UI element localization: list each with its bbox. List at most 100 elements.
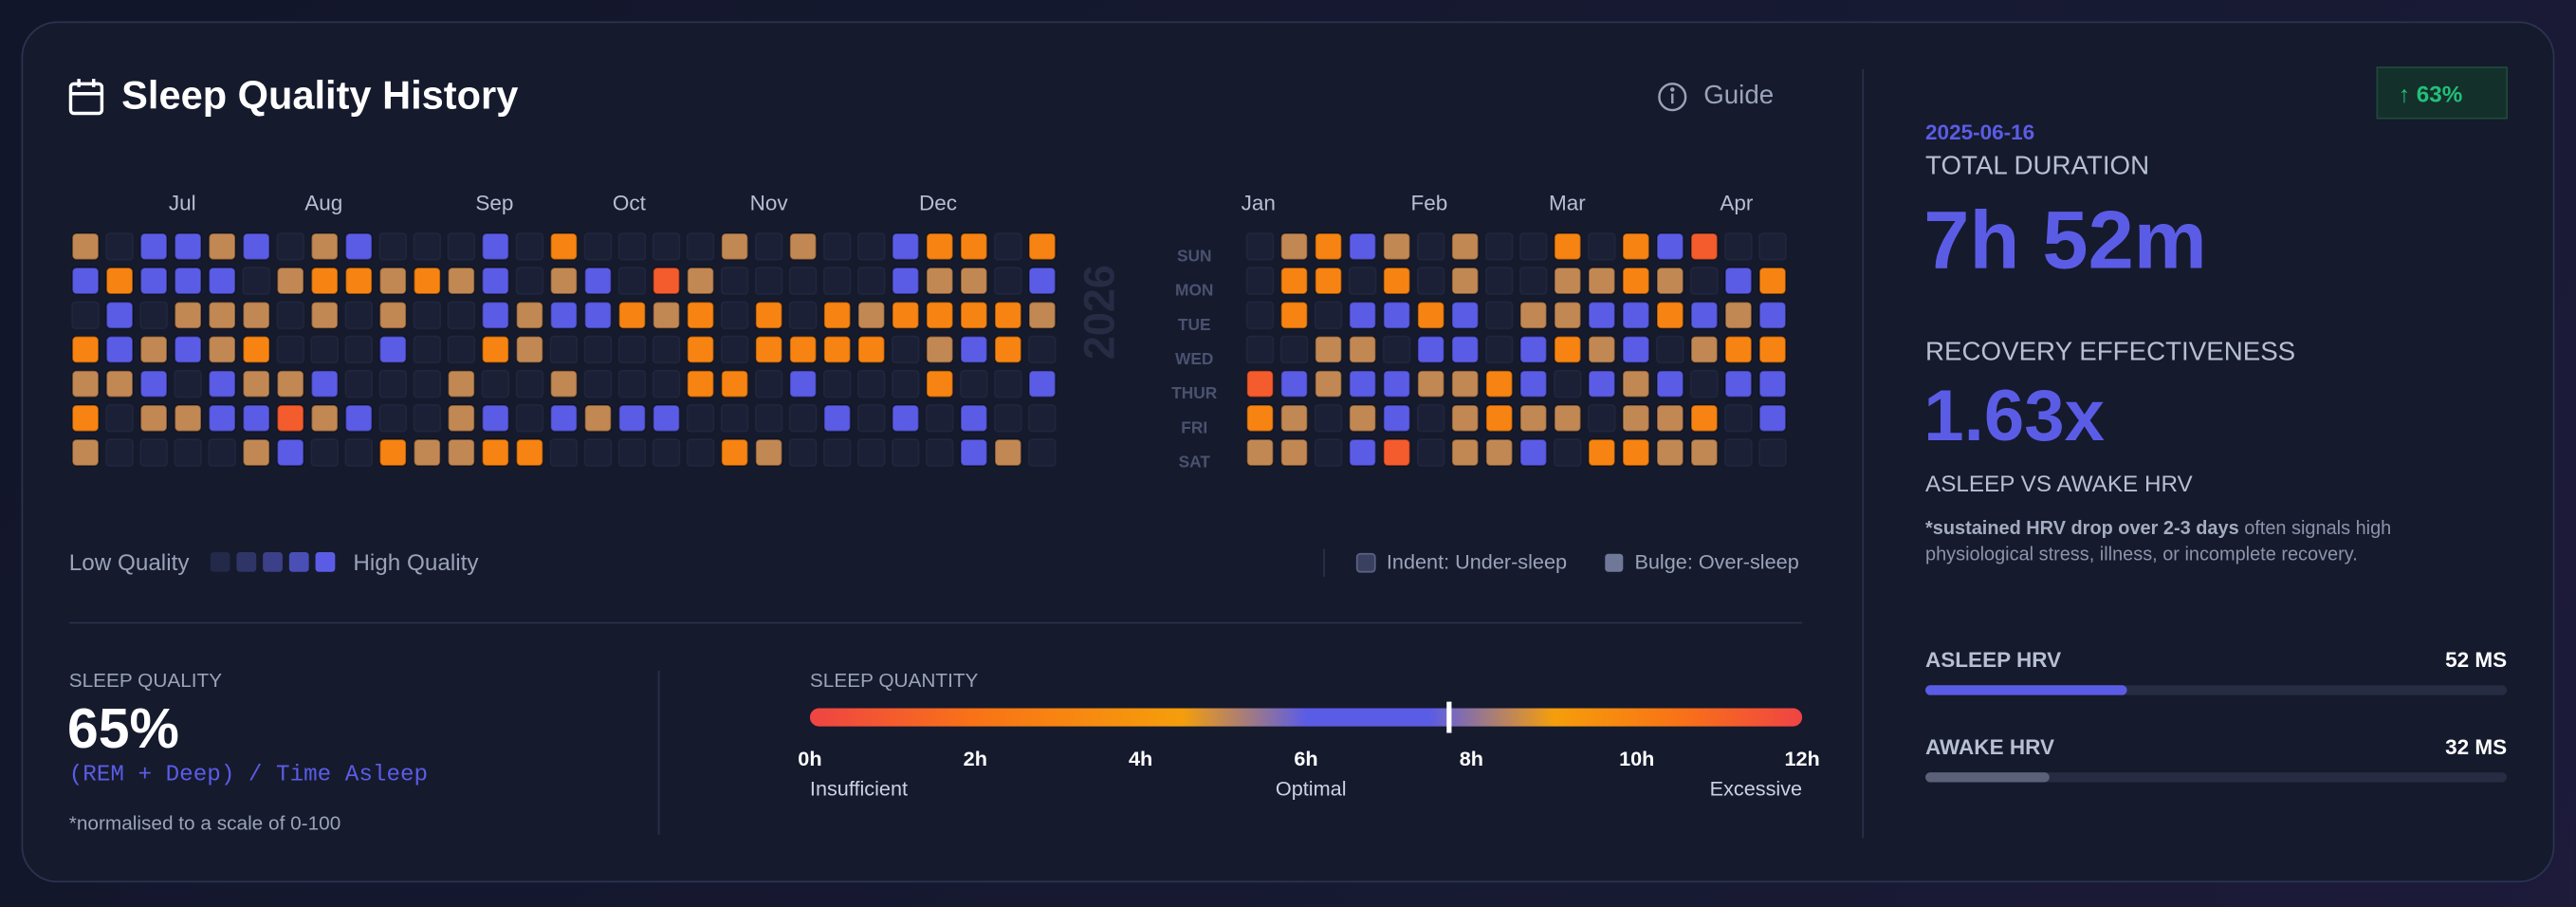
empty-cell xyxy=(617,369,647,398)
heat-cell xyxy=(1348,404,1377,433)
heat-cell xyxy=(1622,369,1650,398)
empty-cell xyxy=(515,267,544,295)
empty-cell xyxy=(1484,232,1514,261)
heat-cell xyxy=(1314,369,1343,398)
heat-cell xyxy=(788,335,818,364)
empty-cell xyxy=(1028,404,1057,433)
heat-cell xyxy=(378,301,408,329)
heat-cell xyxy=(310,232,339,261)
info-icon[interactable] xyxy=(1658,83,1687,112)
empty-cell xyxy=(856,267,886,295)
heat-cell xyxy=(549,267,579,295)
empty-cell xyxy=(926,404,954,433)
heat-cell xyxy=(892,232,920,261)
empty-cell xyxy=(652,335,681,364)
heat-cell xyxy=(71,404,100,433)
hrv-value: 32 MS xyxy=(2445,734,2508,760)
heat-cell xyxy=(139,404,168,433)
heat-cell xyxy=(447,369,476,398)
heat-cell xyxy=(276,267,304,295)
empty-cell xyxy=(856,369,886,398)
heat-cell xyxy=(344,404,374,433)
legend-indent: Indent: Under-sleep xyxy=(1386,550,1568,574)
heat-cell xyxy=(822,301,852,329)
empty-cell xyxy=(71,301,100,329)
recovery-label: RECOVERY EFFECTIVENESS xyxy=(1925,338,2296,367)
empty-cell xyxy=(1416,232,1445,261)
day-label: MON xyxy=(1175,281,1213,300)
month-label: Sep xyxy=(475,192,513,215)
heat-cell xyxy=(892,301,920,329)
heat-cell xyxy=(1450,267,1480,295)
calendar-icon xyxy=(68,79,104,116)
heat-cell xyxy=(686,369,715,398)
heat-cell xyxy=(1588,438,1616,467)
heat-cell xyxy=(788,369,818,398)
quantity-label: SLEEP QUANTITY xyxy=(809,668,979,693)
heat-cell xyxy=(1554,404,1582,433)
zone-label: Insufficient xyxy=(809,777,909,801)
month-label: Dec xyxy=(919,192,957,215)
heat-cell xyxy=(208,335,236,364)
heat-cell xyxy=(960,301,988,329)
empty-cell xyxy=(960,369,988,398)
heat-cell xyxy=(1758,335,1787,364)
heat-cell xyxy=(481,301,510,329)
heat-cell xyxy=(242,438,270,467)
day-label: TUE xyxy=(1178,315,1211,334)
empty-cell xyxy=(276,301,304,329)
heat-cell xyxy=(1382,301,1411,329)
heat-cell xyxy=(1279,438,1309,467)
heat-cell xyxy=(310,404,339,433)
empty-cell xyxy=(174,438,202,467)
heat-cell xyxy=(652,404,681,433)
heat-cell xyxy=(1690,438,1719,467)
heat-cell xyxy=(1588,267,1616,295)
quantity-marker xyxy=(1446,701,1452,733)
empty-cell xyxy=(413,404,442,433)
empty-cell xyxy=(447,301,476,329)
empty-cell xyxy=(344,438,374,467)
heat-cell xyxy=(1656,267,1684,295)
empty-cell xyxy=(788,267,818,295)
heat-cell xyxy=(174,301,202,329)
empty-cell xyxy=(1314,438,1343,467)
heat-cell xyxy=(481,267,510,295)
heat-cell xyxy=(71,438,100,467)
empty-cell xyxy=(856,438,886,467)
heat-cell xyxy=(1554,267,1582,295)
heat-cell xyxy=(310,369,339,398)
empty-cell xyxy=(788,404,818,433)
empty-cell xyxy=(1245,267,1275,295)
heat-cell xyxy=(1348,438,1377,467)
heat-cell xyxy=(1758,301,1787,329)
legend-bulge: Bulge: Over-sleep xyxy=(1634,550,1799,574)
heat-cell xyxy=(378,335,408,364)
legend-high: High Quality xyxy=(353,548,479,576)
heat-cell xyxy=(378,267,408,295)
empty-cell xyxy=(1588,404,1616,433)
heat-cell xyxy=(892,267,920,295)
heat-cell xyxy=(1690,404,1719,433)
heat-cell xyxy=(583,267,613,295)
empty-cell xyxy=(1519,232,1548,261)
heat-cell xyxy=(1382,404,1411,433)
x-tick-label: 12h xyxy=(1784,747,1819,770)
heat-cell xyxy=(1484,369,1514,398)
month-label: Mar xyxy=(1549,192,1586,215)
heat-cell xyxy=(1622,301,1650,329)
heat-cell xyxy=(549,301,579,329)
empty-cell xyxy=(1484,335,1514,364)
heat-cell xyxy=(1450,438,1480,467)
heat-cell xyxy=(71,335,100,364)
heat-cell xyxy=(481,232,510,261)
heat-cell xyxy=(1554,335,1582,364)
heat-cell xyxy=(1519,404,1548,433)
guide-button[interactable]: Guide xyxy=(1703,82,1775,111)
heat-cell xyxy=(105,301,134,329)
empty-cell xyxy=(686,404,715,433)
day-label: SAT xyxy=(1179,453,1211,472)
date: 2025-06-16 xyxy=(1925,120,2035,145)
heat-cell xyxy=(276,404,304,433)
heat-cell xyxy=(1314,267,1343,295)
